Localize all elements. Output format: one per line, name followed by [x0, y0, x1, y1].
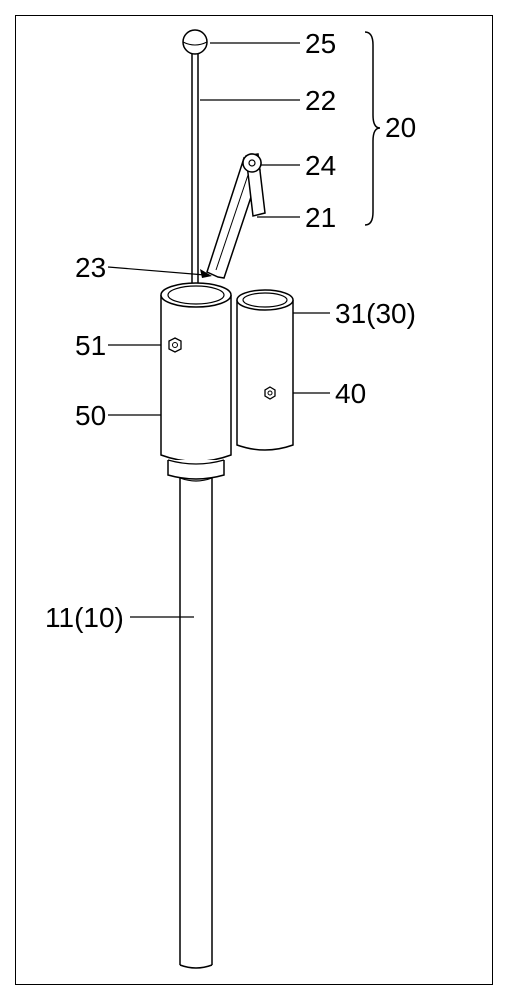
bracket-20: [365, 32, 380, 225]
pivot-outer2: [243, 154, 261, 172]
label-20: 20: [385, 112, 416, 144]
collar-body: [168, 460, 224, 479]
label-23: 23: [75, 252, 106, 284]
diagram-svg: [0, 0, 508, 1000]
sphere-equator: [183, 42, 207, 45]
label-22: 22: [305, 85, 336, 117]
leader-23: [108, 267, 205, 275]
label-40: 40: [335, 378, 366, 410]
label-25: 25: [305, 28, 336, 60]
label-51: 51: [75, 330, 106, 362]
label-50: 50: [75, 400, 106, 432]
label-11-10: 11(10): [45, 602, 124, 634]
nut-40: [265, 387, 275, 399]
sphere-25: [183, 30, 207, 54]
cylinder-right-body: [237, 300, 293, 450]
label-24: 24: [305, 150, 336, 182]
label-21: 21: [305, 202, 336, 234]
label-31-30: 31(30): [335, 298, 416, 330]
pole-bottom: [180, 965, 212, 968]
nut-51: [169, 338, 181, 352]
cylinder-left-body: [161, 295, 231, 462]
